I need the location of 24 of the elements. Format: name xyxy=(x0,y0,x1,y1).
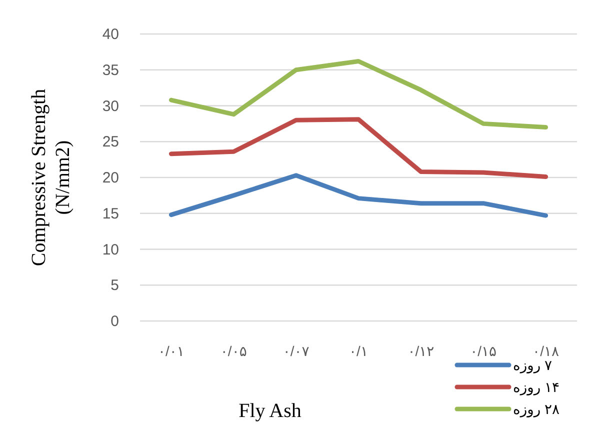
line-series xyxy=(168,59,548,130)
y-tick-label: 0 xyxy=(110,313,119,330)
x-tick-label: ۰/۰۷ xyxy=(282,343,310,359)
line-series xyxy=(168,117,548,180)
legend-label: ۱۴ روزه xyxy=(513,379,560,396)
x-tick-label: ۰/۱ xyxy=(349,343,368,359)
y-tick-label: 40 xyxy=(102,26,119,43)
y-tick-label: 35 xyxy=(102,62,119,79)
y-tick-label: 30 xyxy=(102,98,119,115)
y-tick-label: 5 xyxy=(110,277,119,294)
line-series xyxy=(168,173,548,218)
legend-label: ۷ روزه xyxy=(513,357,553,374)
y-tick-label: 10 xyxy=(102,241,119,258)
y-tick-label: 15 xyxy=(102,205,119,222)
x-tick-label: ۰/۱۸ xyxy=(532,343,560,359)
y-axis-title: Compressive Strength (N/mm2) xyxy=(28,88,74,266)
x-tick-label: ۰/۱۲ xyxy=(408,343,434,359)
x-tick-label: ۰/۰۵ xyxy=(220,343,247,359)
x-axis-title: Fly Ash xyxy=(238,400,302,422)
legend-label: ۲۸ روزه xyxy=(513,401,560,418)
x-tick-label: ۰/۰۱ xyxy=(158,343,184,359)
y-tick-label: 20 xyxy=(102,170,119,186)
x-tick-label: ۰/۱۵ xyxy=(470,343,497,359)
y-tick-label: 25 xyxy=(102,134,119,151)
